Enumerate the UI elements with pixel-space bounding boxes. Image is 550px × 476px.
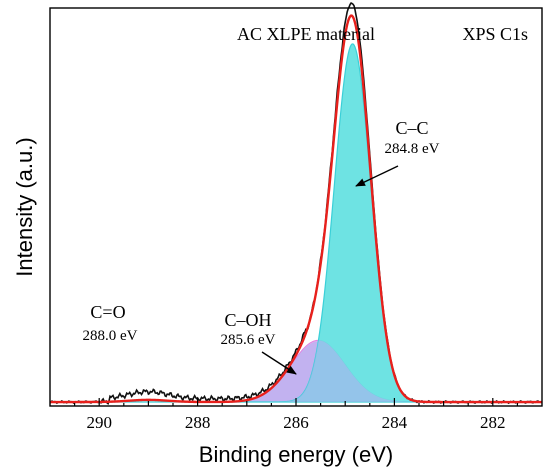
x-tick-label: 288 [185,413,211,432]
annotation-cc-arrow [355,165,399,187]
annotation-cc-label: C–C [395,118,428,138]
annotation-coh-energy: 285.6 eV [221,332,276,348]
annotation-coh-label: C–OH [224,310,271,330]
x-tick-label: 286 [283,413,309,432]
annotation-cc-energy: 284.8 eV [385,141,440,157]
x-axis-label: Binding energy (eV) [199,442,393,467]
series-cc-area [50,43,542,403]
annotation-sample: AC XLPE material [237,24,375,44]
annotation-spectrum: XPS C1s [462,24,528,44]
x-tick-label: 284 [382,413,408,432]
y-axis-label: Intensity (a.u.) [12,137,37,276]
annotation-co-label: C=O [90,302,125,322]
x-tick-label: 290 [86,413,112,432]
annotation-co-energy: 288.0 eV [83,328,138,344]
x-tick-label: 282 [480,413,506,432]
annotation-coh-arrow [261,351,297,375]
plot-frame [49,7,543,407]
series-fit-line [50,14,542,404]
x-axis-ticks: 290 288 286 284 282 [73,398,519,432]
